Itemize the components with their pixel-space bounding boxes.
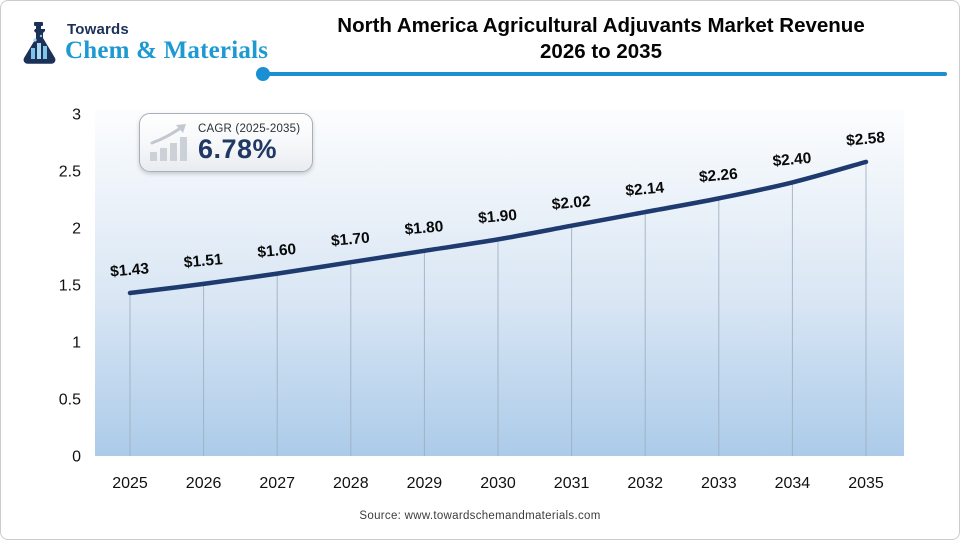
- cagr-badge: CAGR (2025-2035) 6.78%: [139, 113, 313, 172]
- page-title: North America Agricultural Adjuvants Mar…: [251, 13, 951, 65]
- y-axis-tick-label: 0.5: [59, 392, 81, 409]
- y-axis-tick-label: 2.5: [59, 164, 81, 181]
- x-axis-tick-label: 2035: [848, 475, 884, 492]
- title-line-2: 2026 to 2035: [540, 40, 662, 63]
- logo-bottom-text: Chem & Materials: [65, 37, 269, 64]
- growth-bars-icon: [150, 123, 187, 161]
- x-axis-tick-label: 2034: [775, 475, 811, 492]
- source-text: Source: www.towardschemandmaterials.com: [359, 510, 601, 522]
- x-axis-tick-label: 2027: [259, 475, 295, 492]
- title-line-1: North America Agricultural Adjuvants Mar…: [337, 14, 865, 37]
- title-underline-dot: [256, 67, 270, 81]
- x-axis-tick-label: 2032: [627, 475, 663, 492]
- cagr-label: CAGR (2025-2035): [198, 122, 301, 135]
- data-label: $1.43: [110, 260, 151, 280]
- data-label: $1.51: [183, 251, 224, 271]
- flask-icon: [23, 22, 56, 64]
- data-label: $1.80: [404, 218, 444, 238]
- y-axis-tick-label: 0: [72, 449, 81, 466]
- y-axis-tick-label: 1.5: [59, 278, 81, 295]
- data-label: $1.70: [330, 230, 370, 250]
- y-axis-tick-label: 3: [72, 107, 81, 124]
- logo-top-text: Towards: [67, 21, 129, 38]
- data-label: $2.40: [772, 150, 812, 170]
- data-label: $2.14: [625, 179, 666, 199]
- data-label: $2.58: [846, 129, 887, 149]
- data-label: $1.90: [478, 207, 518, 227]
- y-axis-tick-label: 2: [72, 221, 81, 238]
- data-label: $2.26: [698, 166, 739, 186]
- revenue-line: [127, 159, 869, 296]
- x-axis-tick-label: 2026: [186, 475, 222, 492]
- x-axis-tick-label: 2029: [407, 475, 443, 492]
- data-label: $2.02: [551, 193, 591, 213]
- x-axis-tick-label: 2030: [480, 475, 516, 492]
- cagr-value: 6.78%: [198, 133, 278, 164]
- x-axis-tick-label: 2028: [333, 475, 369, 492]
- data-label: $1.60: [257, 241, 297, 261]
- logo: Towards Chem & Materials: [17, 19, 268, 71]
- x-axis-tick-label: 2031: [554, 475, 590, 492]
- y-axis-tick-label: 1: [72, 335, 81, 352]
- x-axis-tick-label: 2033: [701, 475, 737, 492]
- x-axis-tick-label: 2025: [112, 475, 148, 492]
- title-underline: [263, 72, 947, 76]
